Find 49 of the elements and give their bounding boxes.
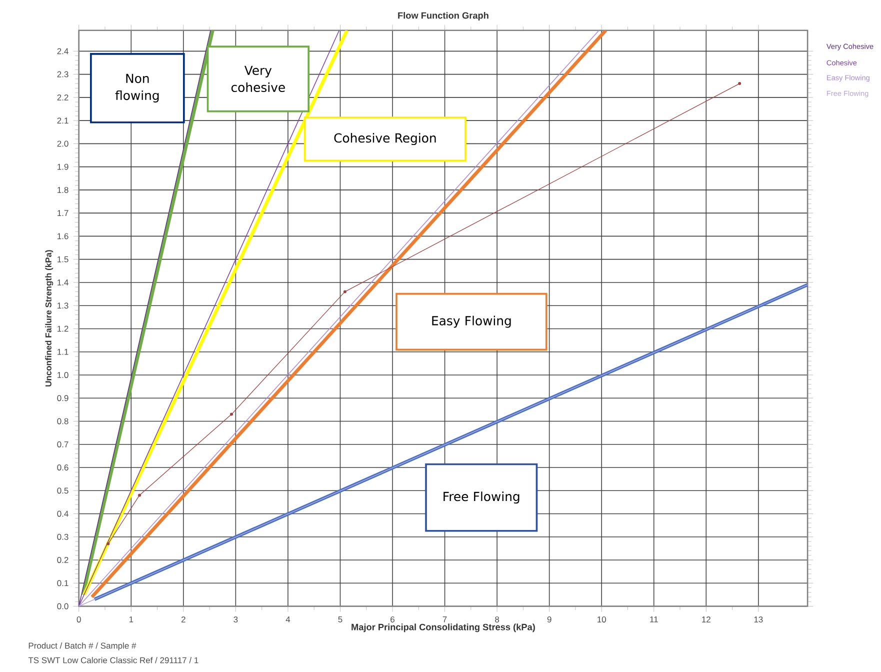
x-tick-label: 6: [390, 616, 394, 623]
y-tick-label: 1.9: [58, 164, 68, 170]
y-tick-label: 0.0: [57, 603, 68, 610]
x-tick-label: 4: [286, 616, 290, 622]
x-tick-label: 0: [76, 616, 81, 623]
annotation: Non flowing: [115, 74, 159, 103]
y-tick-label: 1.1: [58, 348, 68, 355]
x-tick-label: 1: [129, 616, 134, 622]
x-tick-label: 3: [234, 616, 238, 623]
y-tick-label: 0.5: [57, 488, 68, 494]
y-tick-label: 2.1: [57, 118, 68, 124]
x-tick-label: 8: [495, 616, 500, 623]
y-tick-label: 1.6: [58, 233, 68, 240]
y-tick-label: 0.8: [57, 418, 68, 424]
y-tick-label: 0.4: [57, 510, 68, 517]
annotation: Easy Flowing: [432, 316, 511, 328]
chart-title: Flow Function Graph: [398, 12, 488, 21]
y-tick-label: 1.2: [58, 326, 68, 332]
y-tick-label: 0.2: [57, 557, 68, 564]
x-tick-label: 5: [338, 616, 342, 622]
y-tick-label: 1.3: [58, 302, 68, 309]
y-tick-label: 0.6: [57, 464, 68, 471]
x-tick-label: 9: [547, 616, 552, 623]
x-tick-label: 13: [754, 616, 763, 623]
y-tick-label: 1.4: [58, 280, 68, 286]
x-tick-label: 7: [442, 616, 447, 622]
y-tick-label: 1.5: [58, 256, 68, 262]
x-tick-label: 12: [702, 616, 710, 622]
x-tick-label: 2: [181, 616, 186, 622]
y-tick-label: 2.4: [57, 48, 68, 54]
y-tick-label: 2.2: [57, 94, 68, 100]
y-tick-label: 0.7: [57, 441, 68, 448]
annotation: Cohesive Region: [334, 133, 436, 146]
x-axis-title: Major Principal Consolidating Stress (kPa): [352, 624, 535, 632]
y-tick-label: 0.3: [57, 534, 68, 540]
y-tick-label: 0.1: [57, 580, 68, 586]
y-tick-label: 1.8: [58, 187, 68, 194]
y-tick-label: 2.3: [57, 71, 68, 78]
y-tick-label: 1.0: [58, 372, 68, 378]
y-axis-title: Unconfined Failure Strength (kPa): [45, 250, 54, 386]
annotation: Very cohesive: [231, 66, 285, 92]
annotation: Free Flowing: [444, 492, 520, 504]
y-tick-label: 0.9: [57, 395, 68, 402]
text: Product / Batch # / Sample #: [28, 642, 136, 650]
y-tick-label: 2.0: [57, 140, 68, 147]
x-tick-label: 10: [598, 616, 606, 623]
text: TS SWT Low Calorie Classic Ref / 291117 / 1: [28, 657, 198, 664]
x-tick-label: 11: [650, 616, 658, 622]
y-tick-label: 1.7: [58, 210, 68, 216]
